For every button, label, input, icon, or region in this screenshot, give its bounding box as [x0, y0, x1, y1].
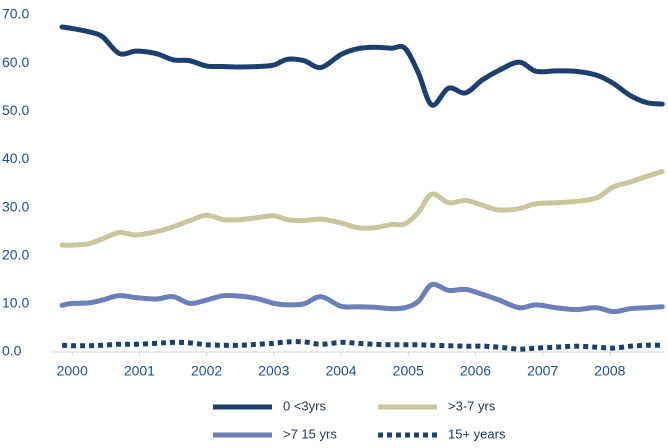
x-tick-label: 2003 [258, 363, 289, 379]
y-tick-label: 70.0 [2, 6, 29, 22]
y-tick-label: 30.0 [2, 198, 29, 214]
x-tick-label: 2001 [124, 363, 155, 379]
y-tick-label: 60.0 [2, 54, 29, 70]
y-tick-label: 40.0 [2, 150, 29, 166]
x-tick-label: 2004 [325, 363, 356, 379]
series-line [59, 281, 665, 315]
series-line [59, 168, 665, 248]
x-tick-label: 2000 [57, 363, 88, 379]
x-tick-label: 2008 [594, 363, 625, 379]
series-line [59, 24, 665, 108]
legend-label: 0 <3yrs [283, 398, 326, 413]
y-tick-label: 10.0 [2, 295, 29, 311]
x-tick-label: 2005 [393, 363, 424, 379]
legend-label: >3-7 yrs [448, 398, 496, 413]
x-tick-label: 2002 [191, 363, 222, 379]
series-line [61, 339, 663, 352]
y-tick-label: 0.0 [2, 343, 22, 359]
legend-label: >7 15 yrs [283, 426, 337, 441]
x-tick-label: 2006 [460, 363, 491, 379]
legend-label: 15+ years [448, 426, 506, 441]
y-tick-label: 20.0 [2, 246, 29, 262]
x-tick-label: 2007 [527, 363, 558, 379]
y-tick-label: 50.0 [2, 102, 29, 118]
